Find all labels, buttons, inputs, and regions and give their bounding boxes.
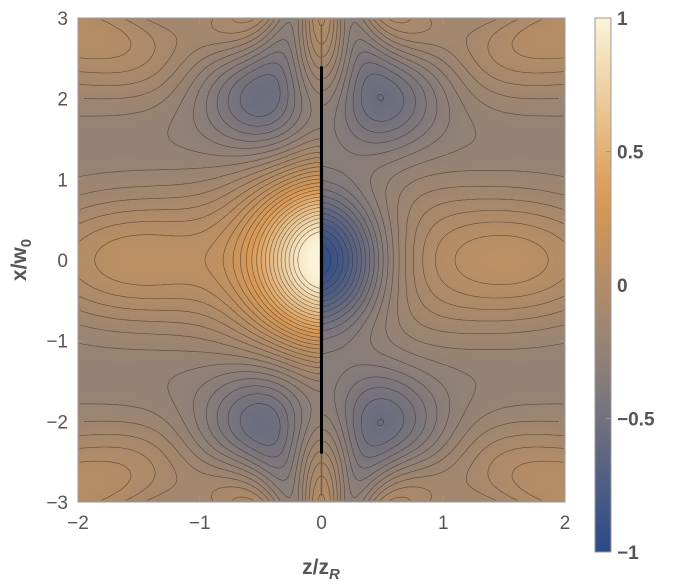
y-axis-ticks: −3 −2 −1 0 1 2 3: [46, 9, 565, 514]
y-axis-label: x/w0: [8, 239, 35, 281]
colorbar-tick-label: −1: [617, 543, 639, 564]
y-tick-label: 0: [57, 251, 68, 272]
colorbar-tick-label: 1: [617, 9, 628, 30]
x-tick-label: −1: [189, 513, 211, 534]
x-tick-label: 1: [438, 513, 449, 534]
y-tick-label: 2: [57, 90, 68, 111]
x-axis-ticks: −2 −1 0 1 2: [67, 18, 570, 534]
colorbar-tick-label: 0: [617, 276, 628, 297]
x-tick-label: 0: [316, 513, 327, 534]
y-tick-label: 1: [57, 170, 68, 191]
colorbar: −1 −0.5 0 0.5 1: [594, 9, 655, 564]
x-tick-label: 2: [560, 513, 571, 534]
colorbar-tick-label: −0.5: [617, 410, 655, 431]
x-tick-label: −2: [67, 513, 89, 534]
contour-line: [94, 166, 549, 354]
y-tick-label: −2: [46, 412, 68, 433]
contour-line: [216, 51, 427, 469]
contour-line: [79, 19, 564, 501]
colorbar-ticks: −1 −0.5 0 0.5 1: [606, 9, 655, 564]
y-tick-label: 3: [57, 9, 68, 30]
colorbar-tick-label: 0.5: [617, 143, 644, 164]
y-tick-label: −1: [46, 332, 68, 353]
x-axis-label: z/zR: [302, 556, 340, 583]
plot-area: [78, 18, 565, 502]
y-tick-label: −3: [46, 493, 68, 514]
